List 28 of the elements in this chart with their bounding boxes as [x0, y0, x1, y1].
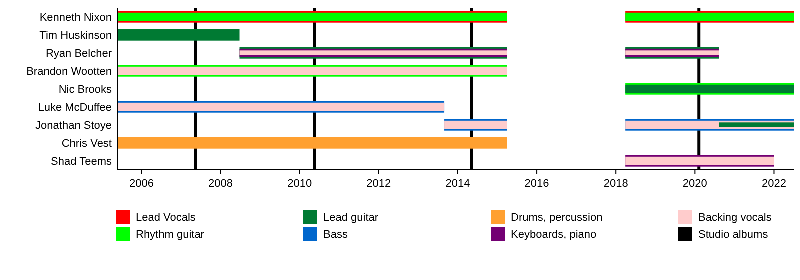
x-tick-label: 2008: [208, 178, 234, 190]
y-tick-label: Jonathan Stoye: [36, 120, 112, 132]
y-tick-label: Kenneth Nixon: [40, 12, 112, 24]
x-tick-label: 2022: [762, 178, 786, 190]
x-tick-label: 2012: [366, 178, 392, 190]
legend-label: Bass: [324, 228, 348, 241]
y-tick-label: Nic Brooks: [58, 84, 112, 96]
legend-label: Studio albums: [698, 228, 769, 241]
x-tick-label: 2020: [682, 178, 708, 190]
bar: [118, 29, 240, 41]
legend-label: Backing vocals: [698, 212, 772, 224]
legend-label: Rhythm guitar: [136, 228, 205, 241]
y-tick-label: Chris Vest: [62, 138, 112, 150]
x-tick-label: 2014: [446, 178, 470, 190]
x-tick-label: 2018: [604, 178, 628, 190]
y-tick-label: Ryan Belcher: [46, 48, 112, 60]
legend-label: Lead Vocals: [136, 212, 196, 224]
x-tick-label: 2010: [288, 178, 312, 190]
bar: [118, 137, 508, 149]
y-tick-label: Brandon Wootten: [26, 66, 112, 78]
y-tick-label: Shad Teems: [51, 156, 112, 168]
y-tick-label: Luke McDuffee: [38, 102, 112, 114]
legend-label: Drums, percussion: [511, 212, 603, 224]
legend-label: Keyboards, piano: [511, 228, 597, 241]
legend-label: Lead guitar: [324, 212, 379, 224]
y-tick-label: Tim Huskinson: [40, 30, 112, 42]
x-tick-label: 2006: [129, 178, 154, 190]
x-tick-label: 2016: [524, 178, 550, 190]
